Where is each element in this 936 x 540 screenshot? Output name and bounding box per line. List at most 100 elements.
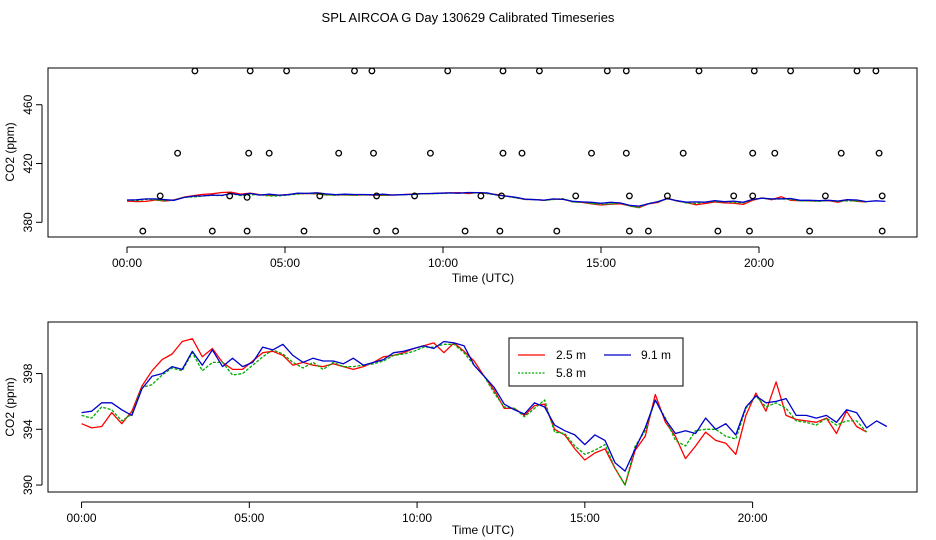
bottom-series-line-2.5m bbox=[81, 338, 868, 486]
calibration-point bbox=[853, 67, 861, 75]
top-series-line-9.1m bbox=[126, 191, 886, 207]
calibration-point bbox=[226, 192, 234, 200]
calibration-point bbox=[351, 67, 358, 75]
bottom-y-tick-label: 398 bbox=[21, 363, 35, 383]
calibration-point bbox=[714, 227, 722, 235]
calibration-point bbox=[246, 67, 254, 75]
calibration-point bbox=[499, 149, 507, 157]
top-y-tick-label: 460 bbox=[21, 94, 35, 114]
calibration-point bbox=[496, 227, 504, 235]
chart-title: SPL AIRCOA G Day 130629 Calibrated Times… bbox=[322, 10, 615, 25]
top-x-axis: 00:00 05:00 10:00 15:00 20:00 bbox=[112, 246, 774, 270]
calibration-point bbox=[644, 227, 652, 235]
calibration-point bbox=[499, 67, 507, 75]
calibration-point bbox=[749, 149, 757, 157]
top-y-tick-label: 420 bbox=[21, 153, 35, 173]
top-y-axis-label: CO2 (ppm) bbox=[3, 122, 17, 181]
bottom-x-tick-label: 10:00 bbox=[402, 511, 432, 525]
bottom-x-tick-label: 00:00 bbox=[67, 511, 97, 525]
bottom-x-tick-label: 15:00 bbox=[570, 511, 600, 525]
top-calibration-points bbox=[139, 67, 886, 235]
calibration-point bbox=[749, 192, 757, 200]
calibration-point bbox=[411, 192, 419, 200]
calibration-point bbox=[265, 149, 273, 157]
calibration-point bbox=[392, 227, 400, 235]
calibration-point bbox=[603, 67, 611, 75]
top-x-tick-label: 00:00 bbox=[112, 256, 142, 270]
calibration-point bbox=[553, 227, 561, 235]
bottom-series-group bbox=[81, 338, 888, 486]
calibration-point bbox=[245, 149, 253, 157]
bottom-x-tick-label: 20:00 bbox=[738, 511, 768, 525]
top-x-tick-label: 05:00 bbox=[270, 256, 300, 270]
calibration-point bbox=[373, 227, 381, 235]
bottom-x-axis: 00:00 05:00 10:00 15:00 20:00 bbox=[67, 501, 768, 525]
calibration-point bbox=[622, 67, 630, 75]
calibration-point bbox=[872, 67, 880, 75]
top-plot-frame bbox=[47, 67, 918, 238]
calibration-point bbox=[679, 149, 687, 157]
top-x-tick-label: 15:00 bbox=[586, 256, 616, 270]
calibration-point bbox=[335, 149, 343, 157]
bottom-x-tick-label: 05:00 bbox=[234, 511, 264, 525]
top-panel: 00:00 05:00 10:00 15:00 20:00 380 420 460 Time… bbox=[3, 67, 918, 285]
top-x-tick-label: 20:00 bbox=[744, 256, 774, 270]
top-x-axis-label: Time (UTC) bbox=[452, 271, 514, 285]
calibration-point bbox=[625, 192, 633, 200]
calibration-point bbox=[300, 227, 308, 235]
bottom-x-axis-label: Time (UTC) bbox=[452, 523, 514, 537]
bottom-series-line-9.1m bbox=[81, 340, 888, 472]
calibration-point bbox=[750, 67, 758, 75]
calibration-point bbox=[625, 227, 633, 235]
calibration-point bbox=[771, 149, 779, 157]
calibration-point bbox=[426, 149, 434, 157]
calibration-point bbox=[370, 149, 377, 157]
bottom-plot-frame bbox=[47, 321, 918, 493]
calibration-point bbox=[174, 149, 182, 157]
calibration-point bbox=[663, 192, 671, 200]
calibration-point bbox=[746, 227, 753, 235]
calibration-point bbox=[498, 192, 505, 200]
legend-label-5.8m: 5.8 m bbox=[556, 366, 586, 380]
calibration-point bbox=[821, 192, 829, 200]
calibration-point bbox=[837, 149, 845, 157]
calibration-point bbox=[283, 67, 291, 75]
calibration-point bbox=[156, 192, 164, 200]
calibration-point bbox=[878, 227, 886, 235]
calibration-point bbox=[730, 192, 738, 200]
calibration-point bbox=[243, 227, 251, 235]
calibration-point bbox=[139, 227, 147, 235]
bottom-panel: 00:00 05:00 10:00 15:00 20:00 390 394 398 Time… bbox=[3, 321, 918, 537]
top-y-tick-label: 380 bbox=[21, 212, 35, 232]
calibration-point bbox=[461, 227, 469, 235]
calibration-point bbox=[588, 149, 595, 157]
calibration-point bbox=[806, 227, 814, 235]
calibration-point bbox=[787, 67, 795, 75]
calibration-point bbox=[695, 67, 703, 75]
bottom-y-tick-label: 394 bbox=[21, 419, 35, 439]
calibration-point bbox=[373, 192, 381, 200]
calibration-point bbox=[243, 193, 251, 201]
legend: 2.5 m 5.8 m 9.1 m bbox=[508, 337, 684, 387]
legend-box bbox=[508, 337, 684, 387]
calibration-point bbox=[572, 192, 580, 200]
calibration-point bbox=[878, 192, 886, 200]
calibration-point bbox=[208, 227, 216, 235]
legend-label-9.1m: 9.1 m bbox=[641, 348, 671, 362]
calibration-point bbox=[444, 67, 452, 75]
calibration-point bbox=[368, 67, 376, 75]
top-series-group bbox=[126, 191, 886, 209]
calibration-point bbox=[622, 149, 630, 157]
bottom-y-axis: 390 394 398 bbox=[21, 363, 43, 495]
top-y-axis: 380 420 460 bbox=[21, 94, 43, 232]
calibration-point bbox=[191, 67, 199, 75]
bottom-y-tick-label: 390 bbox=[21, 475, 35, 495]
calibration-point bbox=[535, 67, 543, 75]
calibration-point bbox=[875, 149, 883, 157]
bottom-y-axis-label: CO2 (ppm) bbox=[3, 377, 17, 436]
calibration-point bbox=[316, 192, 324, 200]
calibration-point bbox=[477, 192, 485, 200]
top-x-tick-label: 10:00 bbox=[428, 256, 458, 270]
calibration-point bbox=[518, 149, 526, 157]
